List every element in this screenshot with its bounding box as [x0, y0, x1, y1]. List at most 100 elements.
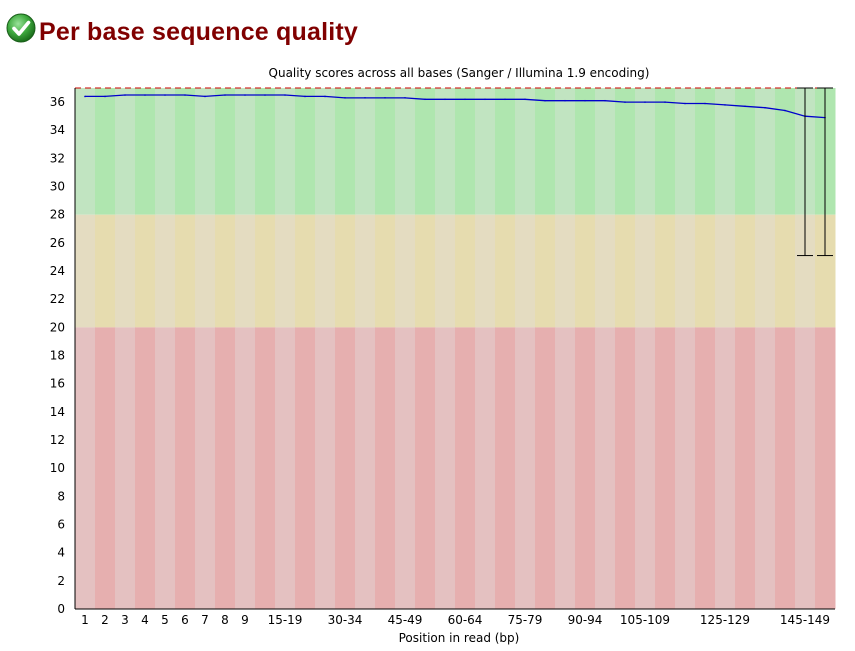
chart-title: Quality scores across all bases (Sanger …: [269, 66, 650, 80]
band-cell: [415, 214, 436, 328]
band-cell: [775, 88, 796, 215]
band-cell: [515, 88, 536, 215]
quality-bands: [75, 87, 836, 609]
mean-quality-point: [144, 94, 146, 96]
y-tick-label: 20: [50, 320, 65, 334]
band-cell: [175, 88, 196, 215]
band-cell: [755, 214, 776, 328]
band-cell: [475, 327, 496, 609]
band-cell: [415, 327, 436, 609]
band-cell: [215, 88, 236, 215]
mean-quality-point: [384, 97, 386, 99]
band-cell: [195, 214, 216, 328]
x-tick-label: 7: [201, 613, 209, 627]
mean-quality-point: [584, 99, 586, 102]
y-tick-label: 0: [57, 602, 65, 616]
band-cell: [715, 214, 736, 328]
band-cell: [455, 327, 476, 609]
band-cell: [395, 88, 416, 215]
band-cell: [175, 327, 196, 609]
error-bar: [817, 87, 833, 257]
band-cell: [235, 88, 256, 215]
band-cell: [135, 88, 156, 215]
x-tick-label: 15-19: [268, 613, 303, 627]
band-cell: [335, 327, 356, 609]
band-cell: [615, 327, 636, 609]
band-cell: [695, 88, 716, 215]
y-tick-label: 26: [50, 236, 65, 250]
y-tick-label: 24: [50, 264, 65, 278]
band-cell: [595, 88, 616, 215]
band-cell: [735, 88, 756, 215]
band-cell: [535, 214, 556, 328]
band-cell: [375, 214, 396, 328]
band-cell: [455, 214, 476, 328]
band-cell: [515, 327, 536, 609]
mean-quality-point: [184, 94, 186, 96]
band-cell: [235, 214, 256, 328]
band-cell: [675, 327, 696, 609]
y-tick-label: 10: [50, 461, 65, 475]
x-tick-label: 4: [141, 613, 149, 627]
mean-quality-point: [704, 102, 706, 105]
mean-quality-point: [664, 101, 666, 103]
x-axis: 1 2 3 4 5 6 7 8 9 15-19 30-34 45-49 60-64 75-79 90-94 1…: [75, 608, 835, 627]
x-tick-label: 45-49: [388, 613, 423, 627]
band-cell: [275, 327, 296, 609]
band-cell: [495, 214, 516, 328]
mean-quality-point: [564, 99, 566, 102]
band-cell: [515, 214, 536, 328]
mean-quality-point: [644, 101, 646, 103]
mean-quality-point: [684, 102, 686, 105]
mean-quality-point: [504, 98, 506, 101]
mean-quality-point: [284, 94, 286, 96]
band-cell: [155, 88, 176, 215]
band-cell: [435, 214, 456, 328]
x-tick-label: 145-149: [780, 613, 830, 627]
band-cell: [575, 327, 596, 609]
x-tick-label: 60-64: [448, 613, 483, 627]
band-cell: [195, 88, 216, 215]
band-cell: [755, 327, 776, 609]
band-cell: [715, 327, 736, 609]
band-cell: [555, 88, 576, 215]
band-cell: [175, 214, 196, 328]
band-cell: [95, 88, 116, 215]
band-cell: [355, 88, 376, 215]
pass-check-icon: [6, 13, 36, 43]
band-cell: [215, 327, 236, 609]
mean-quality-point: [764, 106, 766, 109]
band-cell: [255, 88, 276, 215]
band-cell: [155, 327, 176, 609]
band-cell: [315, 214, 336, 328]
y-tick-label: 36: [50, 95, 65, 109]
band-cell: [595, 214, 616, 328]
band-cell: [115, 327, 136, 609]
band-cell: [535, 327, 556, 609]
y-tick-label: 14: [50, 405, 65, 419]
band-cell: [775, 327, 796, 609]
band-cell: [255, 214, 276, 328]
band-cell: [655, 88, 676, 215]
band-cell: [595, 327, 616, 609]
band-cell: [695, 327, 716, 609]
y-tick-label: 32: [50, 151, 65, 165]
mean-quality-point: [364, 97, 366, 99]
band-cell: [755, 88, 776, 215]
x-tick-label: 6: [181, 613, 189, 627]
band-cell: [75, 88, 96, 215]
band-cell: [395, 214, 416, 328]
band-cell: [695, 214, 716, 328]
band-cell: [635, 214, 656, 328]
y-tick-label: 2: [57, 574, 65, 588]
x-tick-label: 1: [81, 613, 89, 627]
band-cell: [275, 214, 296, 328]
error-bars: [797, 87, 833, 257]
band-cell: [735, 214, 756, 328]
band-cell: [295, 327, 316, 609]
band-cell: [815, 214, 836, 328]
band-cell: [475, 214, 496, 328]
x-tick-label: 3: [121, 613, 129, 627]
band-cell: [575, 214, 596, 328]
y-tick-label: 18: [50, 349, 65, 363]
